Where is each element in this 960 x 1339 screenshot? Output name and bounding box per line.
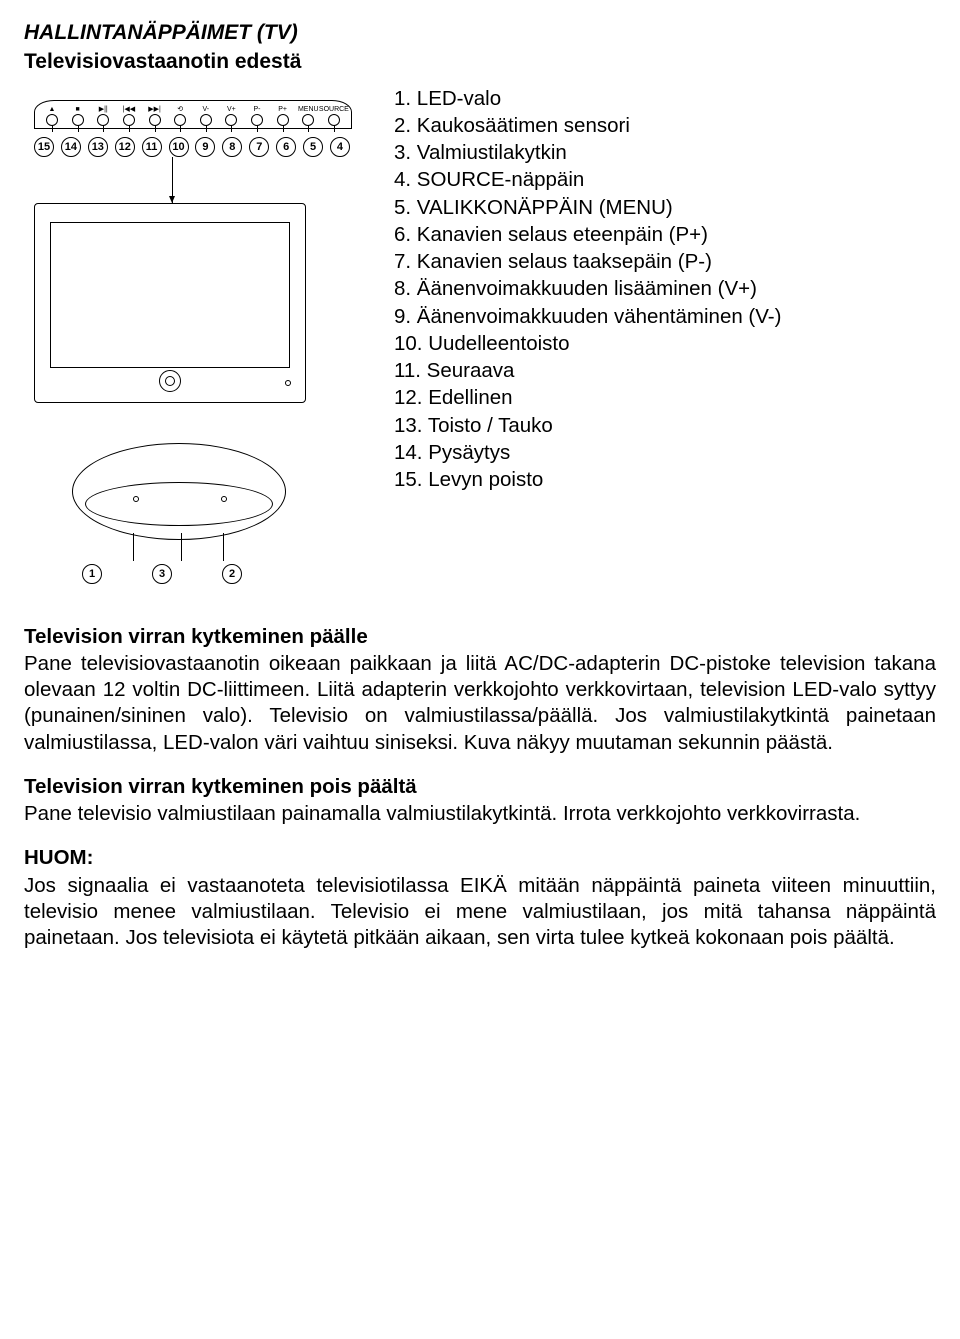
button-symbol: MENU (298, 105, 319, 114)
panel-button: V+ (220, 105, 242, 126)
button-circle-icon (72, 114, 84, 126)
top-section: ▲■▶|||◀◀▶▶|⟲V-V+P-P+MENUSOURCE 151413121… (24, 86, 936, 584)
list-item: 14. Pysäytys (394, 440, 936, 466)
button-circle-icon (174, 114, 186, 126)
list-item: 11. Seuraava (394, 358, 936, 384)
tv-led (285, 380, 291, 386)
button-number: 15 (34, 137, 54, 157)
button-circle-icon (200, 114, 212, 126)
panel-button: ▶|| (92, 105, 114, 126)
tv-diagram: 1 3 2 (34, 203, 364, 584)
base-number: 2 (222, 564, 242, 584)
tv-screen (50, 222, 290, 368)
button-symbol: ⟲ (177, 105, 183, 114)
button-number: 14 (61, 137, 81, 157)
button-number-row: 15 14 13 12 11 10 987654 (34, 137, 350, 157)
note-heading: HUOM: (24, 845, 936, 871)
panel-button: ▲ (41, 105, 63, 126)
panel-button: ⟲ (169, 105, 191, 126)
power-off-body: Pane televisio valmiustilaan painamalla … (24, 801, 936, 827)
page-subtitle: Televisiovastaanotin edestä (24, 49, 936, 76)
button-circle-icon (277, 114, 289, 126)
button-symbol: V+ (227, 105, 236, 114)
list-item: 1. LED-valo (394, 86, 936, 112)
button-symbol: ▲ (49, 105, 56, 114)
button-symbol: ■ (76, 105, 80, 114)
list-item: 5. VALIKKONÄPPÄIN (MENU) (394, 195, 936, 221)
button-symbol: P+ (278, 105, 287, 114)
button-number: 13 (88, 137, 108, 157)
button-number: 7 (249, 137, 269, 157)
panel-button: ■ (67, 105, 89, 126)
button-number: 11 (142, 137, 162, 157)
button-symbol: ▶▶| (148, 105, 161, 114)
diagram-column: ▲■▶|||◀◀▶▶|⟲V-V+P-P+MENUSOURCE 151413121… (24, 86, 364, 584)
list-item: 13. Toisto / Tauko (394, 413, 936, 439)
button-symbol: SOURCE (319, 105, 349, 114)
control-list-column: 1. LED-valo2. Kaukosäätimen sensori3. Va… (394, 86, 936, 584)
power-off-heading: Television virran kytkeminen pois päältä (24, 774, 936, 800)
power-on-body: Pane televisiovastaanotin oikeaan paikka… (24, 651, 936, 756)
list-item: 6. Kanavien selaus eteenpäin (P+) (394, 222, 936, 248)
panel-button: V- (195, 105, 217, 126)
panel-button: P- (246, 105, 268, 126)
panel-button: MENU (297, 105, 319, 126)
button-circle-icon (251, 114, 263, 126)
button-number: 4 (330, 137, 350, 157)
button-circle-icon (97, 114, 109, 126)
button-circle-icon (46, 114, 58, 126)
page-title: HALLINTANÄPPÄIMET (TV) (24, 20, 936, 47)
button-circle-icon (123, 114, 135, 126)
list-item: 9. Äänenvoimakkuuden vähentäminen (V-) (394, 304, 936, 330)
tv-power-button (159, 370, 181, 392)
button-number: 5 (303, 137, 323, 157)
power-on-heading: Television virran kytkeminen päälle (24, 624, 936, 650)
list-item: 4. SOURCE-näppäin (394, 167, 936, 193)
panel-button: SOURCE (323, 105, 345, 126)
button-symbol: P- (254, 105, 261, 114)
base-number-row: 1 3 2 (82, 564, 364, 584)
list-item: 7. Kanavien selaus taaksepäin (P-) (394, 249, 936, 275)
button-circle-icon (149, 114, 161, 126)
list-item: 3. Valmiustilakytkin (394, 140, 936, 166)
list-item: 2. Kaukosäätimen sensori (394, 113, 936, 139)
control-list: 1. LED-valo2. Kaukosäätimen sensori3. Va… (394, 86, 936, 494)
tv-button-panel: ▲■▶|||◀◀▶▶|⟲V-V+P-P+MENUSOURCE (34, 100, 352, 129)
button-symbol: V- (202, 105, 209, 114)
button-circle-icon (328, 114, 340, 126)
list-item: 12. Edellinen (394, 385, 936, 411)
list-item: 15. Levyn poisto (394, 467, 936, 493)
panel-button: |◀◀ (118, 105, 140, 126)
button-number: 8 (222, 137, 242, 157)
button-symbol: ▶|| (99, 105, 108, 114)
button-number: 12 (115, 137, 135, 157)
base-number: 1 (82, 564, 102, 584)
arrow-icon (172, 157, 173, 203)
list-item: 8. Äänenvoimakkuuden lisääminen (V+) (394, 276, 936, 302)
button-number: 6 (276, 137, 296, 157)
tv-base (72, 443, 286, 540)
tv-frame (34, 203, 306, 403)
button-circle-icon (225, 114, 237, 126)
note-body: Jos signaalia ei vastaanoteta televisiot… (24, 873, 936, 952)
button-symbol: |◀◀ (123, 105, 136, 114)
button-number: 9 (195, 137, 215, 157)
base-number: 3 (152, 564, 172, 584)
list-item: 10. Uudelleentoisto (394, 331, 936, 357)
panel-button: ▶▶| (144, 105, 166, 126)
button-circle-icon (302, 114, 314, 126)
panel-button: P+ (272, 105, 294, 126)
button-number: 10 (169, 137, 189, 157)
